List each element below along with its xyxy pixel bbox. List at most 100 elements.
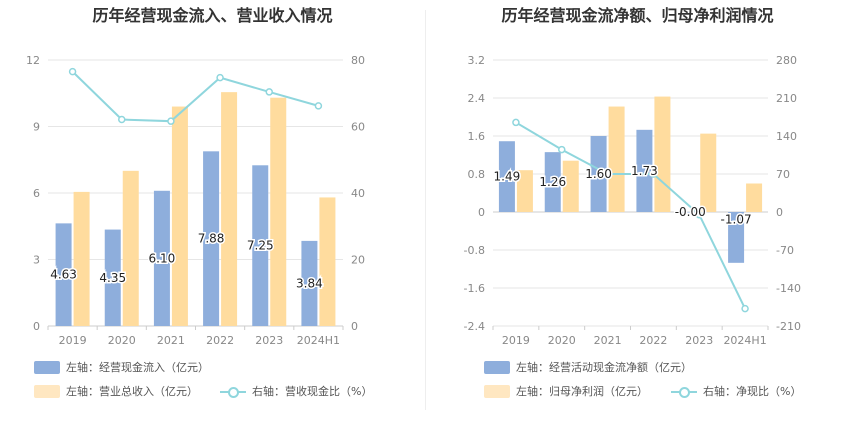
legend-item[interactable]: 左轴：经营活动现金流净额（亿元） bbox=[484, 359, 692, 375]
y-tick-label-right: 20 bbox=[351, 254, 365, 267]
data-label: 1.49 bbox=[494, 170, 521, 184]
legend-swatch bbox=[34, 384, 60, 398]
y-tick-label-right: 210 bbox=[776, 92, 797, 105]
bar-secondary bbox=[319, 197, 336, 326]
line-point bbox=[68, 67, 77, 76]
bar-primary bbox=[104, 229, 121, 326]
line-point bbox=[118, 115, 126, 124]
panel-divider bbox=[425, 10, 426, 410]
x-tick-label: 2023 bbox=[255, 334, 283, 347]
y-tick-label-left: 0 bbox=[478, 206, 485, 219]
data-label: 6.10 bbox=[149, 251, 176, 265]
y-tick-label-right: -70 bbox=[776, 244, 794, 257]
bar-secondary bbox=[700, 133, 717, 212]
y-tick-label-right: 70 bbox=[776, 168, 790, 181]
y-tick-label-left: -1.6 bbox=[464, 282, 485, 295]
line-point bbox=[649, 170, 658, 178]
bar-primary bbox=[153, 190, 170, 326]
bar-primary bbox=[203, 151, 220, 326]
line-point bbox=[512, 118, 520, 127]
y-tick-label-right: 0 bbox=[776, 206, 783, 219]
data-label: 1.60 bbox=[585, 167, 612, 181]
x-tick-label: 2019 bbox=[502, 334, 530, 347]
legend-label: 右轴：营收现金比（%） bbox=[252, 385, 373, 398]
y-tick-label-left: 3.2 bbox=[468, 54, 486, 67]
y-tick-label-left: 9 bbox=[33, 121, 40, 134]
bar-secondary bbox=[73, 191, 90, 326]
y-tick-label-left: -0.8 bbox=[464, 244, 485, 257]
bar-primary bbox=[498, 141, 515, 212]
bar-secondary bbox=[221, 92, 238, 327]
line-point bbox=[695, 210, 703, 219]
bar-primary bbox=[301, 240, 318, 326]
line-point bbox=[314, 102, 323, 110]
y-tick-label-right: 0 bbox=[351, 320, 358, 333]
legend-label: 左轴：经营活动现金流净额（亿元） bbox=[516, 361, 692, 374]
x-tick-label: 2024H1 bbox=[723, 334, 766, 347]
bar-secondary bbox=[122, 170, 139, 326]
y-tick-label-right: -210 bbox=[776, 320, 801, 333]
line-point bbox=[603, 170, 612, 178]
y-tick-label-right: 280 bbox=[776, 54, 797, 67]
series-line bbox=[71, 70, 319, 123]
data-label: 1.26 bbox=[539, 175, 566, 189]
legend-label: 左轴：归母净利润（亿元） bbox=[516, 385, 648, 398]
x-tick-label: 2020 bbox=[108, 334, 136, 347]
chart-title: 历年经营现金流入、营业收入情况 bbox=[92, 6, 333, 25]
data-label: -0.00 bbox=[675, 205, 706, 219]
legend-swatch bbox=[671, 385, 697, 398]
legend-item[interactable]: 左轴：经营现金流入（亿元） bbox=[34, 359, 209, 375]
line-point bbox=[558, 145, 566, 154]
data-label: 4.63 bbox=[50, 268, 77, 282]
chart-plot: -2.4 -1.6 -0.8 0 0.8 1.6 2.4 3.2 -210 -140 -70 0 70 1… bbox=[464, 54, 801, 347]
data-label: -1.07 bbox=[721, 212, 752, 226]
x-tick-label: 2019 bbox=[59, 334, 87, 347]
data-label: 1.73 bbox=[631, 164, 658, 178]
x-tick-label: 2020 bbox=[548, 334, 576, 347]
bar-primary bbox=[728, 212, 745, 263]
x-tick-label: 2021 bbox=[594, 334, 622, 347]
bar-secondary bbox=[171, 106, 188, 326]
y-tick-label-right: -140 bbox=[776, 282, 801, 295]
y-tick-label-left: 1.6 bbox=[468, 130, 486, 143]
x-tick-label: 2024H1 bbox=[297, 334, 340, 347]
bar-secondary bbox=[270, 97, 287, 326]
legend-swatch bbox=[220, 385, 246, 398]
y-tick-label-left: 12 bbox=[26, 54, 40, 67]
legend-item[interactable]: 左轴：归母净利润（亿元） bbox=[484, 383, 648, 399]
legend-item[interactable]: 右轴：净现比（%） bbox=[671, 383, 801, 399]
bar-primary bbox=[55, 223, 72, 326]
bar-primary bbox=[636, 129, 653, 212]
y-tick-label-right: 80 bbox=[351, 54, 365, 67]
line-point bbox=[167, 117, 175, 125]
y-tick-label-left: 3 bbox=[33, 254, 40, 267]
y-tick-label-left: 0.8 bbox=[468, 168, 486, 181]
bar-secondary bbox=[562, 160, 579, 212]
chart-title: 历年经营现金流净额、归母净利润情况 bbox=[501, 6, 774, 25]
legend-swatch bbox=[484, 384, 510, 398]
legend-label: 左轴：经营现金流入（亿元） bbox=[66, 361, 209, 374]
data-label: 7.25 bbox=[247, 239, 274, 253]
bar-primary bbox=[590, 136, 607, 212]
chart-plot: 0 3 6 9 12 0 20 40 60 80 2019 2020 2021 2022 2023 2024H… bbox=[26, 54, 365, 347]
y-tick-label-left: 2.4 bbox=[468, 92, 486, 105]
x-tick-label: 2023 bbox=[685, 334, 713, 347]
bar-secondary bbox=[654, 96, 671, 212]
x-tick-label: 2022 bbox=[206, 334, 234, 347]
bar-secondary bbox=[516, 170, 533, 212]
legend-swatch bbox=[484, 360, 510, 374]
data-label: 3.84 bbox=[296, 276, 323, 290]
legend-swatch bbox=[34, 360, 60, 374]
y-tick-label-left: 0 bbox=[33, 320, 40, 333]
line-point bbox=[265, 88, 273, 96]
legend-item[interactable]: 左轴：营业总收入（亿元） bbox=[34, 383, 198, 399]
data-label: 7.88 bbox=[198, 232, 225, 246]
legend-item[interactable]: 右轴：营收现金比（%） bbox=[220, 383, 372, 399]
y-tick-label-right: 140 bbox=[776, 130, 797, 143]
chart-panel-left: 历年经营现金流入、营业收入情况 0 3 6 9 12 0 20 40 60 80 2019 2020 2… bbox=[26, 6, 372, 399]
legend-label: 右轴：净现比（%） bbox=[703, 385, 802, 398]
legend-label: 左轴：营业总收入（亿元） bbox=[66, 385, 198, 398]
y-tick-label-right: 60 bbox=[351, 121, 365, 134]
bar-primary bbox=[252, 165, 269, 326]
x-tick-label: 2022 bbox=[639, 334, 667, 347]
